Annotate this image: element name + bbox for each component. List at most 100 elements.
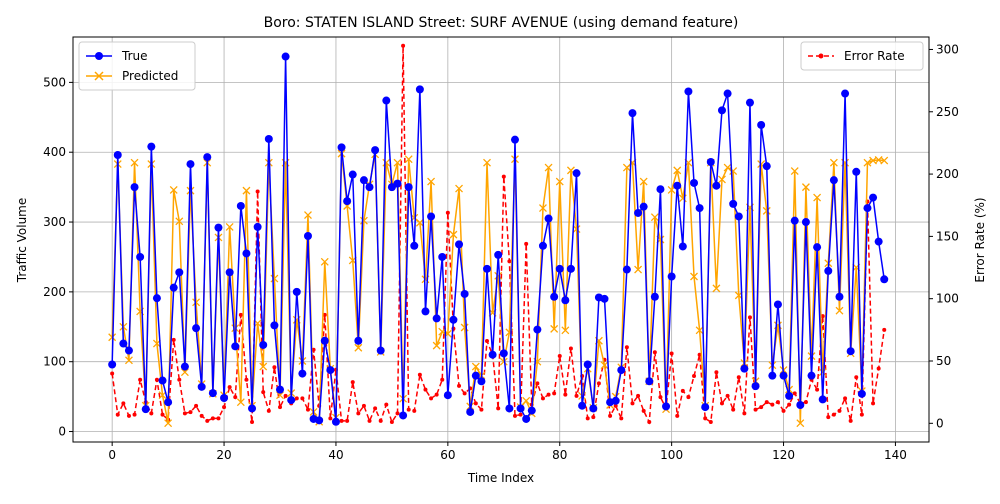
- data-point: [130, 183, 139, 192]
- y-axis-label: Traffic Volume: [15, 198, 29, 284]
- data-point: [199, 413, 204, 418]
- data-point: [803, 400, 808, 405]
- y-right-tick-label: 200: [936, 167, 959, 181]
- data-point: [628, 109, 637, 118]
- data-point: [192, 324, 201, 333]
- data-point: [259, 362, 268, 371]
- data-point: [225, 268, 234, 277]
- data-point: [466, 407, 475, 416]
- data-point: [591, 415, 596, 420]
- data-point: [432, 341, 441, 350]
- data-point: [406, 407, 411, 412]
- x-tick-label: 100: [660, 448, 683, 462]
- data-point: [432, 314, 441, 323]
- data-point: [180, 362, 189, 371]
- data-point: [192, 298, 201, 307]
- y-tick-label: 300: [43, 215, 66, 229]
- data-point: [371, 146, 380, 155]
- data-point: [706, 157, 715, 166]
- data-point: [863, 158, 872, 167]
- series-true: [108, 52, 889, 426]
- data-point: [600, 361, 609, 370]
- data-point: [650, 292, 659, 301]
- data-point: [848, 418, 853, 423]
- data-point: [857, 389, 866, 398]
- data-point: [473, 401, 478, 406]
- data-point: [815, 387, 820, 392]
- legend-predicted-label: Predicted: [122, 69, 178, 83]
- series-error-rate: [110, 43, 887, 425]
- data-point: [304, 211, 312, 220]
- data-point: [382, 96, 391, 105]
- data-point: [561, 296, 570, 305]
- data-point: [210, 416, 215, 421]
- data-point: [175, 268, 184, 277]
- data-point: [331, 417, 340, 426]
- data-point: [712, 284, 721, 293]
- data-point: [852, 167, 861, 176]
- data-point: [876, 366, 881, 371]
- data-point: [561, 326, 570, 335]
- data-point: [320, 257, 329, 266]
- data-point: [826, 415, 831, 420]
- data-point: [544, 163, 553, 172]
- y-right-tick-label: 100: [936, 292, 959, 306]
- data-point: [779, 371, 788, 380]
- data-point: [718, 175, 726, 184]
- data-point: [835, 306, 844, 315]
- data-point: [863, 204, 872, 213]
- data-point: [585, 416, 590, 421]
- data-point: [305, 407, 310, 412]
- data-point: [600, 294, 609, 303]
- data-point: [238, 312, 243, 317]
- data-point: [175, 217, 184, 226]
- data-point: [119, 339, 128, 348]
- data-point: [141, 405, 150, 414]
- data-point: [231, 342, 240, 351]
- data-point: [350, 380, 355, 385]
- data-point: [188, 410, 193, 415]
- data-point: [736, 375, 741, 380]
- data-point: [455, 184, 463, 193]
- data-point: [639, 177, 648, 186]
- data-point: [382, 158, 391, 167]
- data-point: [261, 390, 266, 395]
- data-point: [747, 315, 752, 320]
- data-point: [378, 418, 383, 423]
- data-point: [790, 167, 799, 176]
- data-point: [208, 389, 217, 398]
- data-point: [278, 405, 283, 410]
- data-point: [624, 345, 629, 350]
- data-point: [692, 373, 697, 378]
- data-point: [494, 271, 503, 280]
- y-right-tick-label: 150: [936, 229, 959, 243]
- data-point: [731, 407, 736, 412]
- data-point: [841, 89, 850, 98]
- data-point: [787, 402, 792, 407]
- data-point: [494, 250, 503, 259]
- data-point: [427, 177, 436, 186]
- y-right-tick-label: 300: [936, 42, 959, 56]
- legend-right: Error Rate: [800, 41, 924, 71]
- data-point: [404, 183, 413, 192]
- data-point: [283, 393, 288, 398]
- data-point: [669, 351, 674, 356]
- data-point: [596, 381, 601, 386]
- data-point: [384, 402, 389, 407]
- data-point: [712, 181, 721, 190]
- axes: 0 20 40 60 80 100 120 140 0 100 200 300 400 500 0 50 100…: [43, 42, 959, 462]
- data-point: [882, 327, 887, 332]
- data-point: [449, 230, 458, 239]
- data-point: [583, 360, 592, 369]
- data-point: [740, 364, 749, 373]
- data-point: [695, 204, 704, 213]
- data-point: [613, 403, 618, 408]
- data-point: [244, 377, 249, 382]
- data-point: [734, 212, 743, 221]
- data-point: [770, 402, 775, 407]
- data-point: [365, 183, 374, 192]
- data-point: [662, 402, 671, 411]
- series-layer: [108, 43, 889, 428]
- plot-frame: [72, 36, 930, 443]
- data-point: [222, 405, 227, 410]
